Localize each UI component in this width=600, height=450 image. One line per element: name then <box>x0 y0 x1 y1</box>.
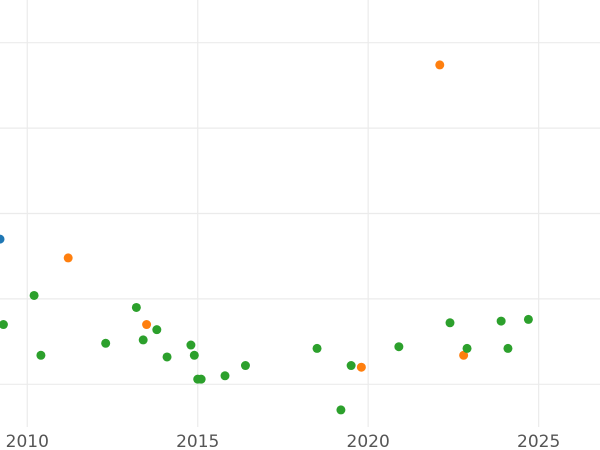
x-tick-label: 2025 <box>517 432 560 450</box>
data-point <box>131 302 141 312</box>
data-points <box>0 60 533 415</box>
data-point <box>394 342 404 352</box>
data-point <box>142 320 152 330</box>
data-point <box>435 60 445 70</box>
data-point <box>503 343 513 353</box>
data-point <box>162 352 172 362</box>
data-point <box>459 350 469 360</box>
data-point <box>186 340 196 350</box>
data-point <box>63 253 73 263</box>
data-point <box>240 361 250 371</box>
data-point <box>496 316 506 326</box>
data-point <box>356 362 366 372</box>
data-point <box>220 371 230 381</box>
data-point <box>0 234 5 244</box>
data-point <box>312 343 322 353</box>
data-point <box>196 374 206 384</box>
data-point <box>101 338 111 348</box>
data-point <box>336 405 346 415</box>
data-point <box>445 318 455 328</box>
grid <box>0 0 600 427</box>
x-tick-label: 2020 <box>347 432 390 450</box>
x-tick-label: 2015 <box>176 432 219 450</box>
data-point <box>36 350 46 360</box>
data-point <box>0 320 8 330</box>
x-tick-label: 2010 <box>6 432 49 450</box>
data-point <box>189 350 199 360</box>
data-point <box>523 314 533 324</box>
data-point <box>346 361 356 371</box>
x-axis-ticks: 2010 2015 2020 2025 <box>6 432 561 450</box>
data-point <box>138 335 148 345</box>
data-point <box>152 325 162 335</box>
data-point <box>462 343 472 353</box>
data-point <box>29 290 39 300</box>
